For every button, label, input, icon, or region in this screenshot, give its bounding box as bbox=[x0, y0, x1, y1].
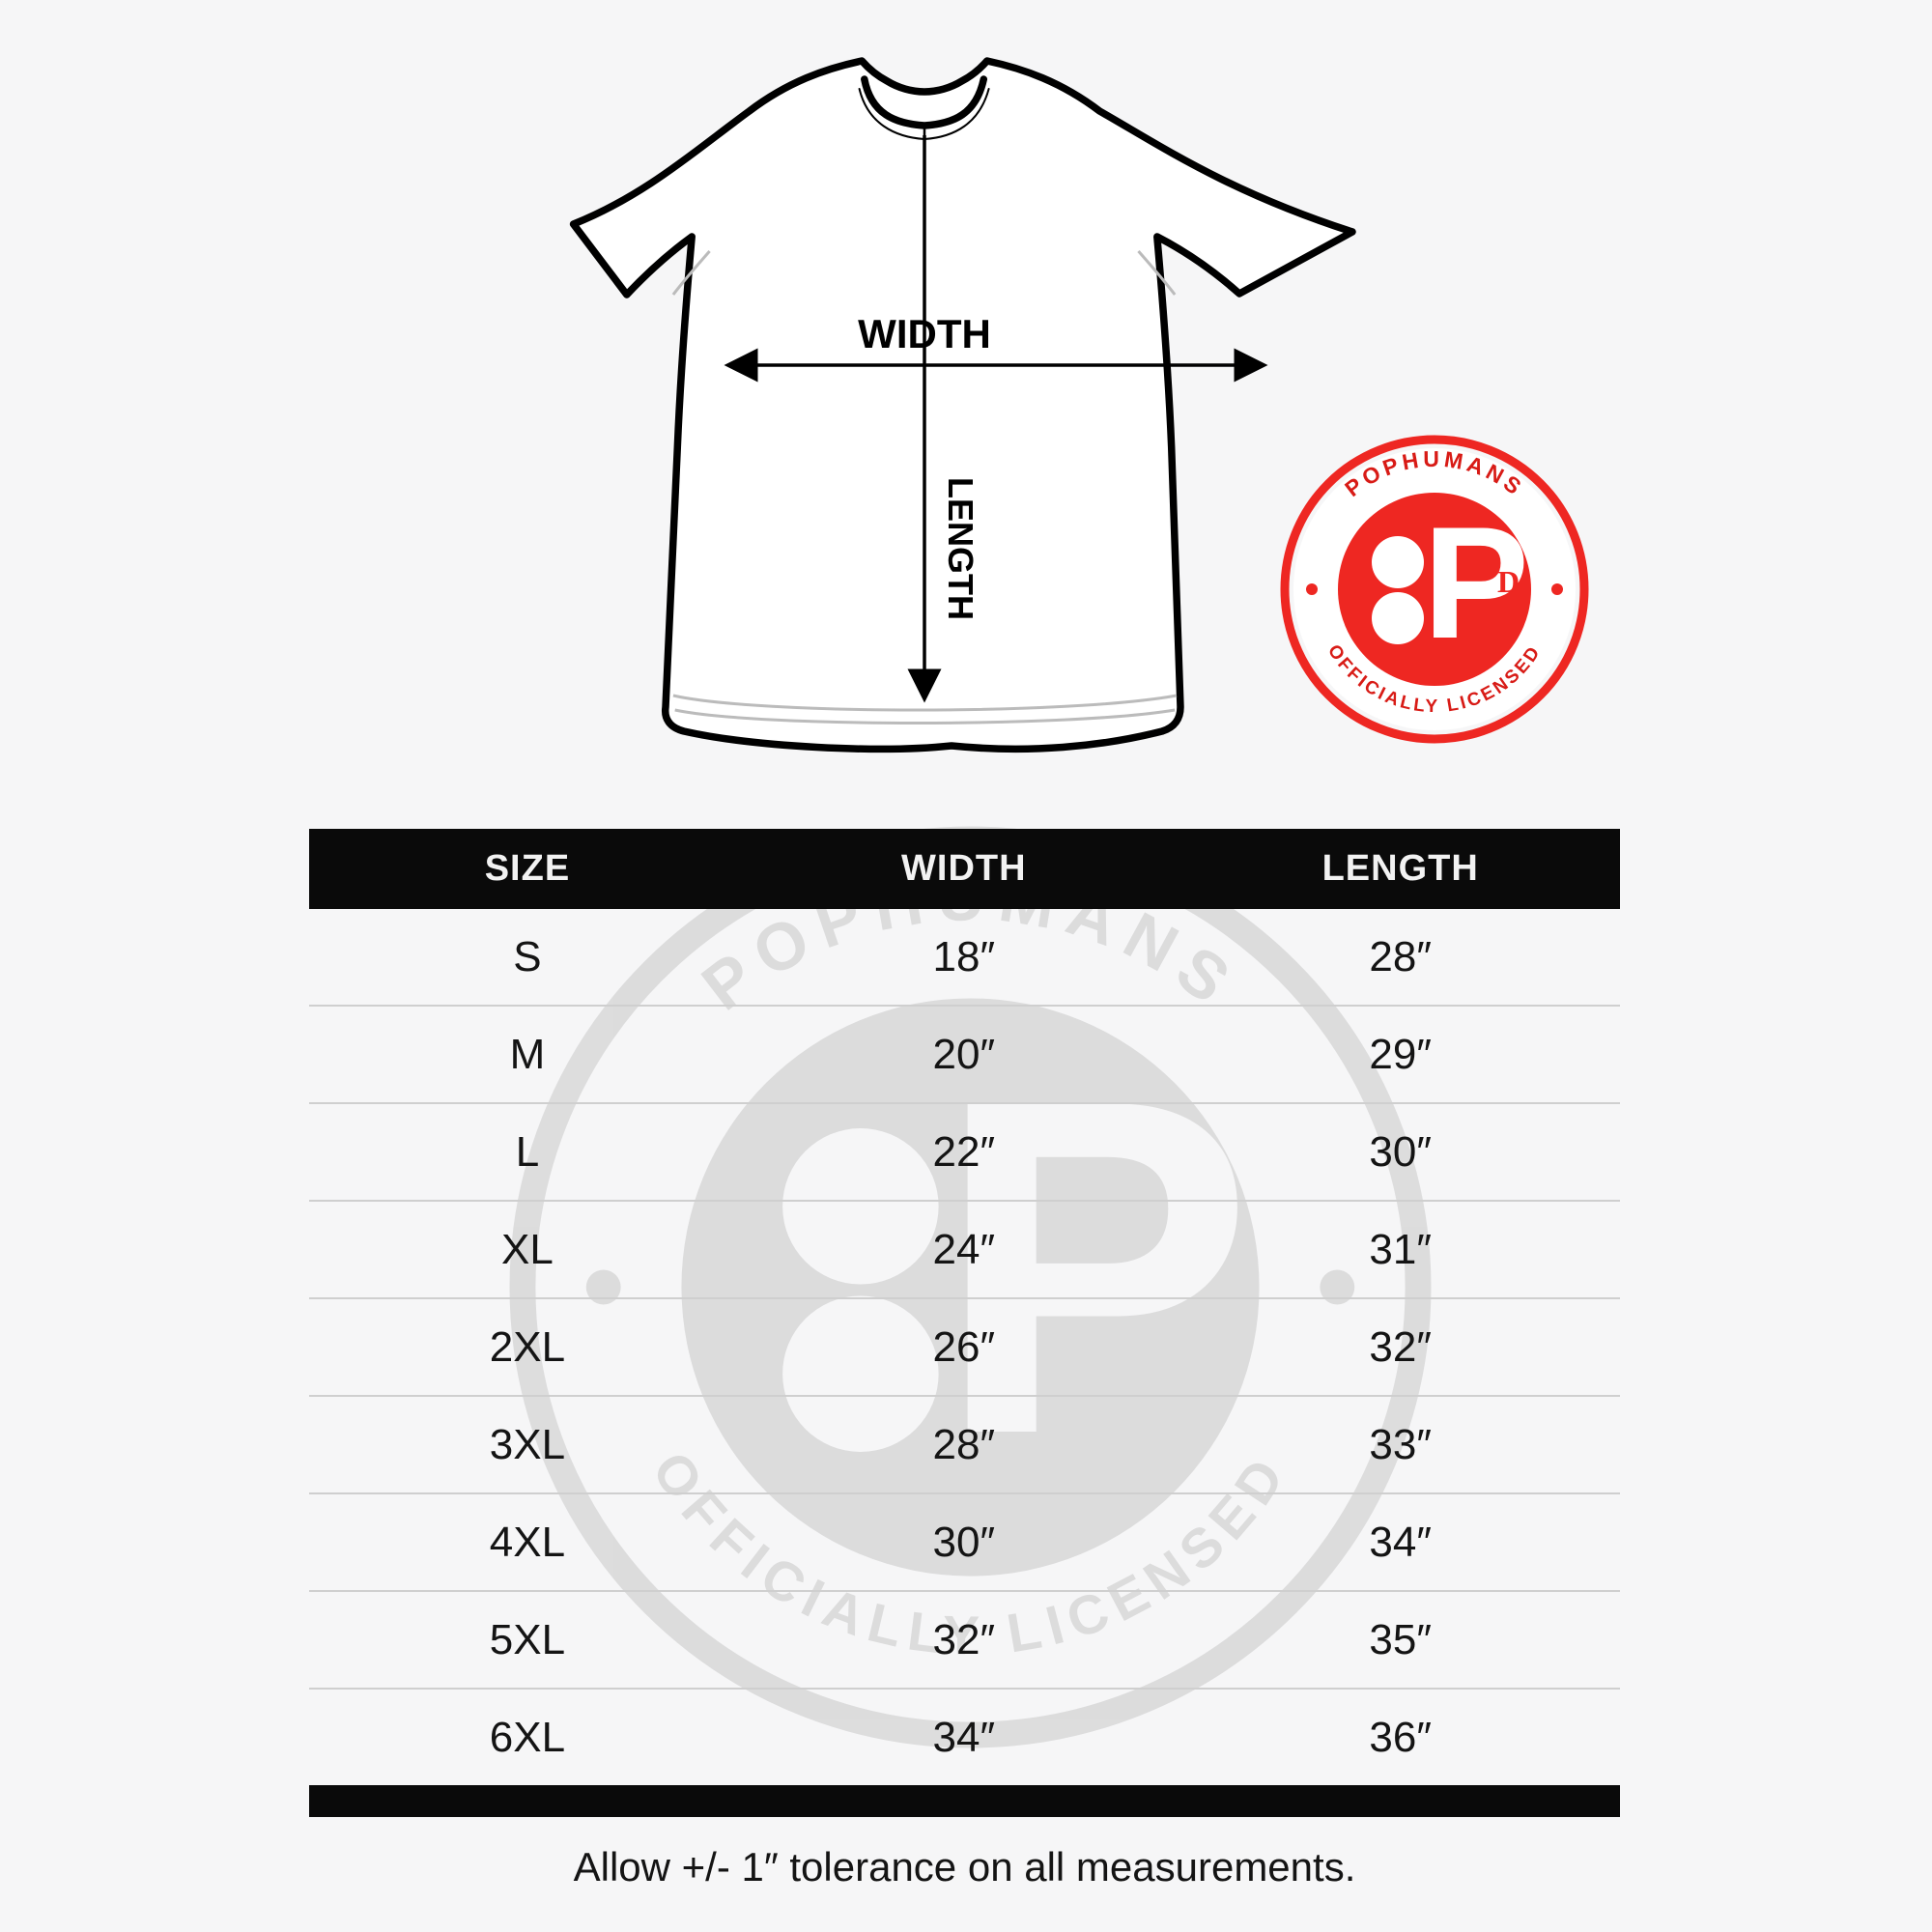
svg-text:D: D bbox=[1497, 564, 1520, 599]
svg-text:LENGTH: LENGTH bbox=[941, 477, 980, 620]
svg-text:WIDTH: WIDTH bbox=[858, 311, 991, 356]
